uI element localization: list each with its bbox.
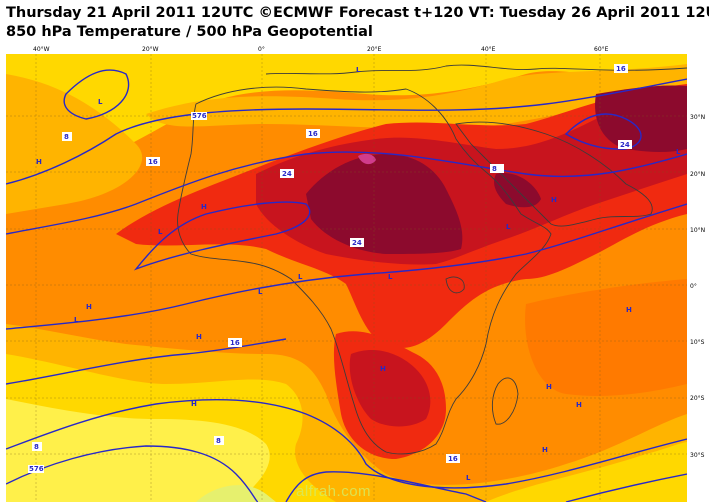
low-pressure-label: L — [466, 474, 471, 482]
contour-labels: 16 8 24 576 16 24 16 8 16 576 8 16 24 — [28, 64, 632, 473]
coastlines — [177, 64, 687, 455]
forecast-map: 16 8 24 576 16 24 16 8 16 576 8 16 24 — [6, 54, 687, 502]
low-pressure-label: L — [388, 273, 393, 281]
lat-label: 10°N — [690, 227, 706, 234]
lon-label: 60°E — [594, 46, 609, 53]
contour-value-label: 8 — [34, 443, 39, 451]
low-pressure-label: L — [356, 66, 361, 74]
low-pressure-label: L — [98, 98, 103, 106]
temperature-band-north-yellow — [6, 54, 687, 194]
lat-label: 30°S — [690, 452, 705, 459]
temperature-band-pink-patch — [358, 153, 376, 165]
map-header: Thursday 21 April 2011 12UTC ©ECMWF Fore… — [6, 4, 709, 42]
geopotential-contours — [6, 69, 687, 502]
low-pressure-label: L — [158, 228, 163, 236]
temperature-band-east-orange — [525, 279, 687, 396]
low-pressure-label: L — [258, 288, 263, 296]
temperature-band-south-light-green — [196, 485, 276, 502]
contour-value-label: 16 — [148, 158, 158, 166]
high-pressure-label: H — [546, 383, 552, 391]
lon-label: 0° — [258, 46, 265, 53]
lon-label: 40°E — [481, 46, 496, 53]
contour-value-label: 576 — [192, 112, 207, 120]
contour-value-label: 24 — [620, 141, 630, 149]
lat-label: 20°N — [690, 171, 706, 178]
longitude-axis: 40°W 20°W 0° 20°E 40°E 60°E — [6, 46, 687, 55]
forecast-title: Thursday 21 April 2011 12UTC ©ECMWF Fore… — [6, 5, 709, 21]
low-pressure-label: L — [74, 316, 79, 324]
lat-label: 30°N — [690, 114, 706, 121]
site-watermark: alfrah.com — [296, 483, 372, 500]
contour-value-label: 16 — [308, 130, 318, 138]
high-pressure-label: H — [86, 303, 92, 311]
temperature-band-maroon-arabia — [595, 85, 687, 153]
high-pressure-label: H — [542, 446, 548, 454]
contour-value-label: 8 — [492, 165, 497, 173]
high-pressure-label: H — [196, 333, 202, 341]
contour-value-label: 16 — [230, 339, 240, 347]
latitude-axis-right: 30°N 20°N 10°N 0° 10°S 20°S 30°S — [688, 54, 709, 502]
contour-value-label: 16 — [616, 65, 626, 73]
field-subtitle: 850 hPa Temperature / 500 hPa Geopotenti… — [6, 24, 373, 40]
high-pressure-label: H — [191, 400, 197, 408]
high-pressure-label: H — [201, 203, 207, 211]
lon-label: 20°W — [142, 46, 159, 53]
temperature-band-north-light-orange — [6, 64, 687, 214]
high-pressure-label: H — [576, 401, 582, 409]
contour-value-label: 8 — [216, 437, 221, 445]
contour-value-label: 24 — [282, 170, 292, 178]
high-pressure-label: H — [380, 365, 386, 373]
graticule — [6, 54, 687, 502]
pressure-centre-markers: L H H L L L L H L H H H H H H H L H L L … — [36, 66, 681, 482]
contour-value-label: 16 — [448, 455, 458, 463]
high-pressure-label: H — [36, 158, 42, 166]
temperature-band-dark-red-south — [349, 349, 431, 427]
high-pressure-label: H — [626, 306, 632, 314]
lon-label: 40°W — [33, 46, 50, 53]
lat-label: 0° — [690, 283, 697, 290]
lat-label: 20°S — [690, 395, 705, 402]
low-pressure-label: L — [676, 148, 681, 156]
low-pressure-label: L — [298, 273, 303, 281]
contour-value-label: 576 — [29, 465, 44, 473]
low-pressure-label: L — [506, 223, 511, 231]
contour-value-label: 24 — [352, 239, 362, 247]
lon-label: 20°E — [367, 46, 382, 53]
high-pressure-label: H — [551, 196, 557, 204]
contour-value-label: 8 — [64, 133, 69, 141]
lat-label: 10°S — [690, 339, 705, 346]
